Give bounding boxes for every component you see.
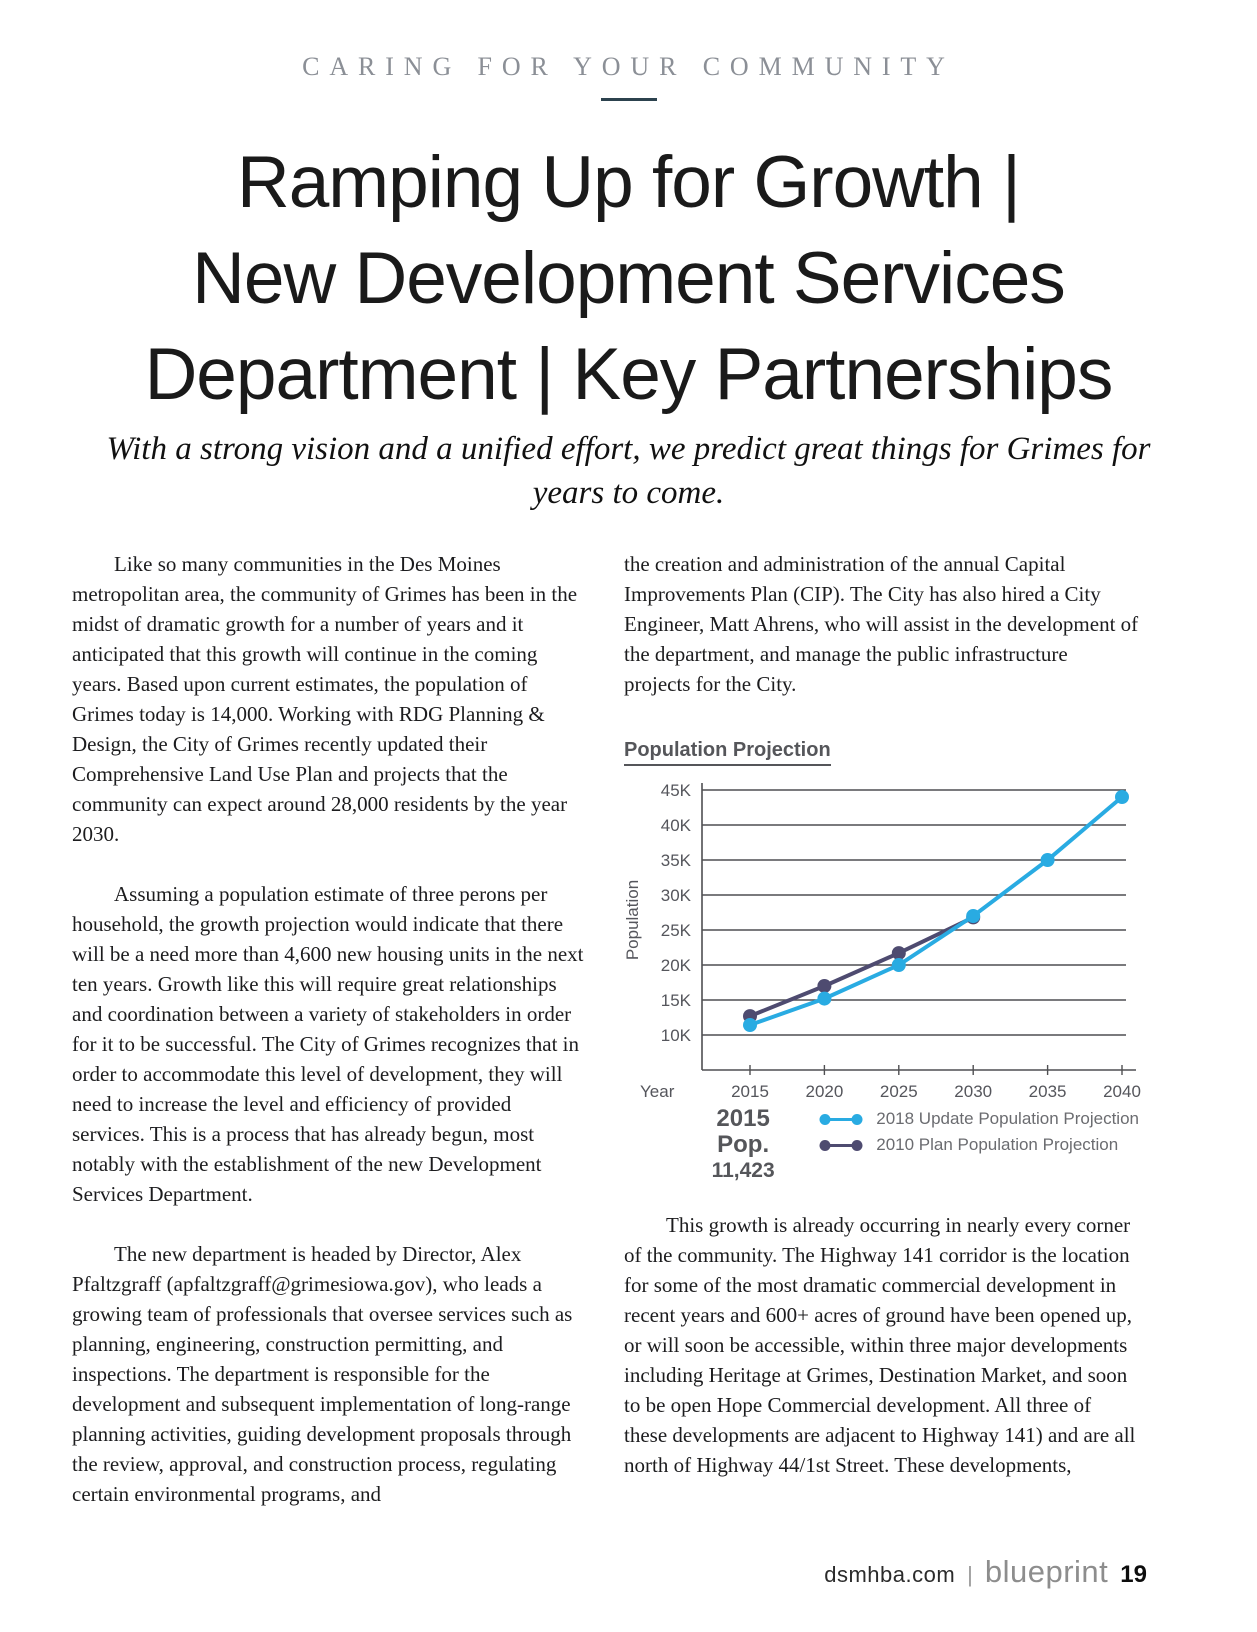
svg-text:30K: 30K (661, 886, 692, 905)
paragraph: the creation and administration of the a… (624, 552, 1139, 696)
page-number: 19 (1120, 1561, 1147, 1588)
svg-text:35K: 35K (661, 851, 692, 870)
article-deck: With a strong vision and a unified effor… (106, 431, 1151, 511)
right-column: the creation and administration of the a… (624, 549, 1141, 1539)
line-series-marker-icon (819, 1113, 863, 1125)
legend-label: 2018 Update Population Projection (876, 1109, 1139, 1128)
left-column: Like so many communities in the Des Moin… (72, 549, 587, 1539)
paragraph: Like so many communities in the Des Moin… (72, 552, 578, 846)
svg-text:15K: 15K (661, 991, 692, 1010)
svg-text:Population: Population (624, 880, 642, 960)
paragraph: This growth is already occurring in near… (624, 1213, 1136, 1477)
footer-divider: | (967, 1562, 973, 1587)
population-projection-chart: Population Projection 45K 40K 35K 30K 25K 20K… (624, 739, 1141, 1184)
svg-text:20K: 20K (661, 956, 692, 975)
legend-items: 2018 Update Population Projection 2010 P… (818, 1106, 1139, 1158)
paragraph: Assuming a population estimate of three … (72, 882, 584, 1206)
legend-row-2010-plan: 2010 Plan Population Projection (818, 1132, 1139, 1158)
svg-text:2035: 2035 (1029, 1082, 1067, 1101)
population-callout: 2015 Pop. 11,423 (702, 1106, 784, 1184)
svg-text:25K: 25K (661, 921, 692, 940)
svg-text:Year: Year (640, 1082, 675, 1101)
kicker-divider-rule (600, 98, 657, 101)
legend-label: 2010 Plan Population Projection (876, 1135, 1119, 1154)
footer-brand-logo: blueprint (984, 1554, 1109, 1589)
page-footer: dsmhba.com | blueprint 19 (824, 1554, 1147, 1590)
svg-text:2025: 2025 (880, 1082, 918, 1101)
chart-title: Population Projection (624, 739, 831, 766)
svg-text:45K: 45K (661, 781, 692, 800)
svg-text:40K: 40K (661, 816, 692, 835)
paragraph: The new department is headed by Director… (72, 1242, 573, 1506)
article-title: Ramping Up for Growth | New Development … (40, 135, 1217, 423)
population-callout-label: 2015 Pop. (716, 1105, 770, 1158)
population-chart-svg: 45K 40K 35K 30K 25K 20K 15K 10K 2015 2020 2025 2030… (624, 781, 1141, 1101)
svg-text:10K: 10K (661, 1026, 692, 1045)
line-series-marker-icon (819, 1139, 863, 1151)
svg-text:2015: 2015 (731, 1082, 769, 1101)
svg-text:2040: 2040 (1103, 1082, 1141, 1101)
chart-plot-area: 45K 40K 35K 30K 25K 20K 15K 10K 2015 2020 2025 2030… (624, 772, 1141, 1104)
footer-website: dsmhba.com (824, 1562, 956, 1587)
population-callout-value: 11,423 (711, 1159, 775, 1182)
article-title-line-1: Ramping Up for Growth | (236, 142, 1021, 223)
svg-text:2030: 2030 (954, 1082, 992, 1101)
svg-text:2020: 2020 (805, 1082, 843, 1101)
body-columns: Like so many communities in the Des Moin… (72, 549, 1257, 1539)
chart-legend: 2015 Pop. 11,423 2018 Update Population … (624, 1106, 1139, 1184)
article-title-line-3: Department | Key Partnerships (144, 334, 1114, 415)
article-title-line-2: New Development Services (192, 238, 1066, 319)
section-kicker: CARING FOR YOUR COMMUNITY (302, 52, 955, 81)
legend-row-2018-update: 2018 Update Population Projection (818, 1106, 1139, 1132)
